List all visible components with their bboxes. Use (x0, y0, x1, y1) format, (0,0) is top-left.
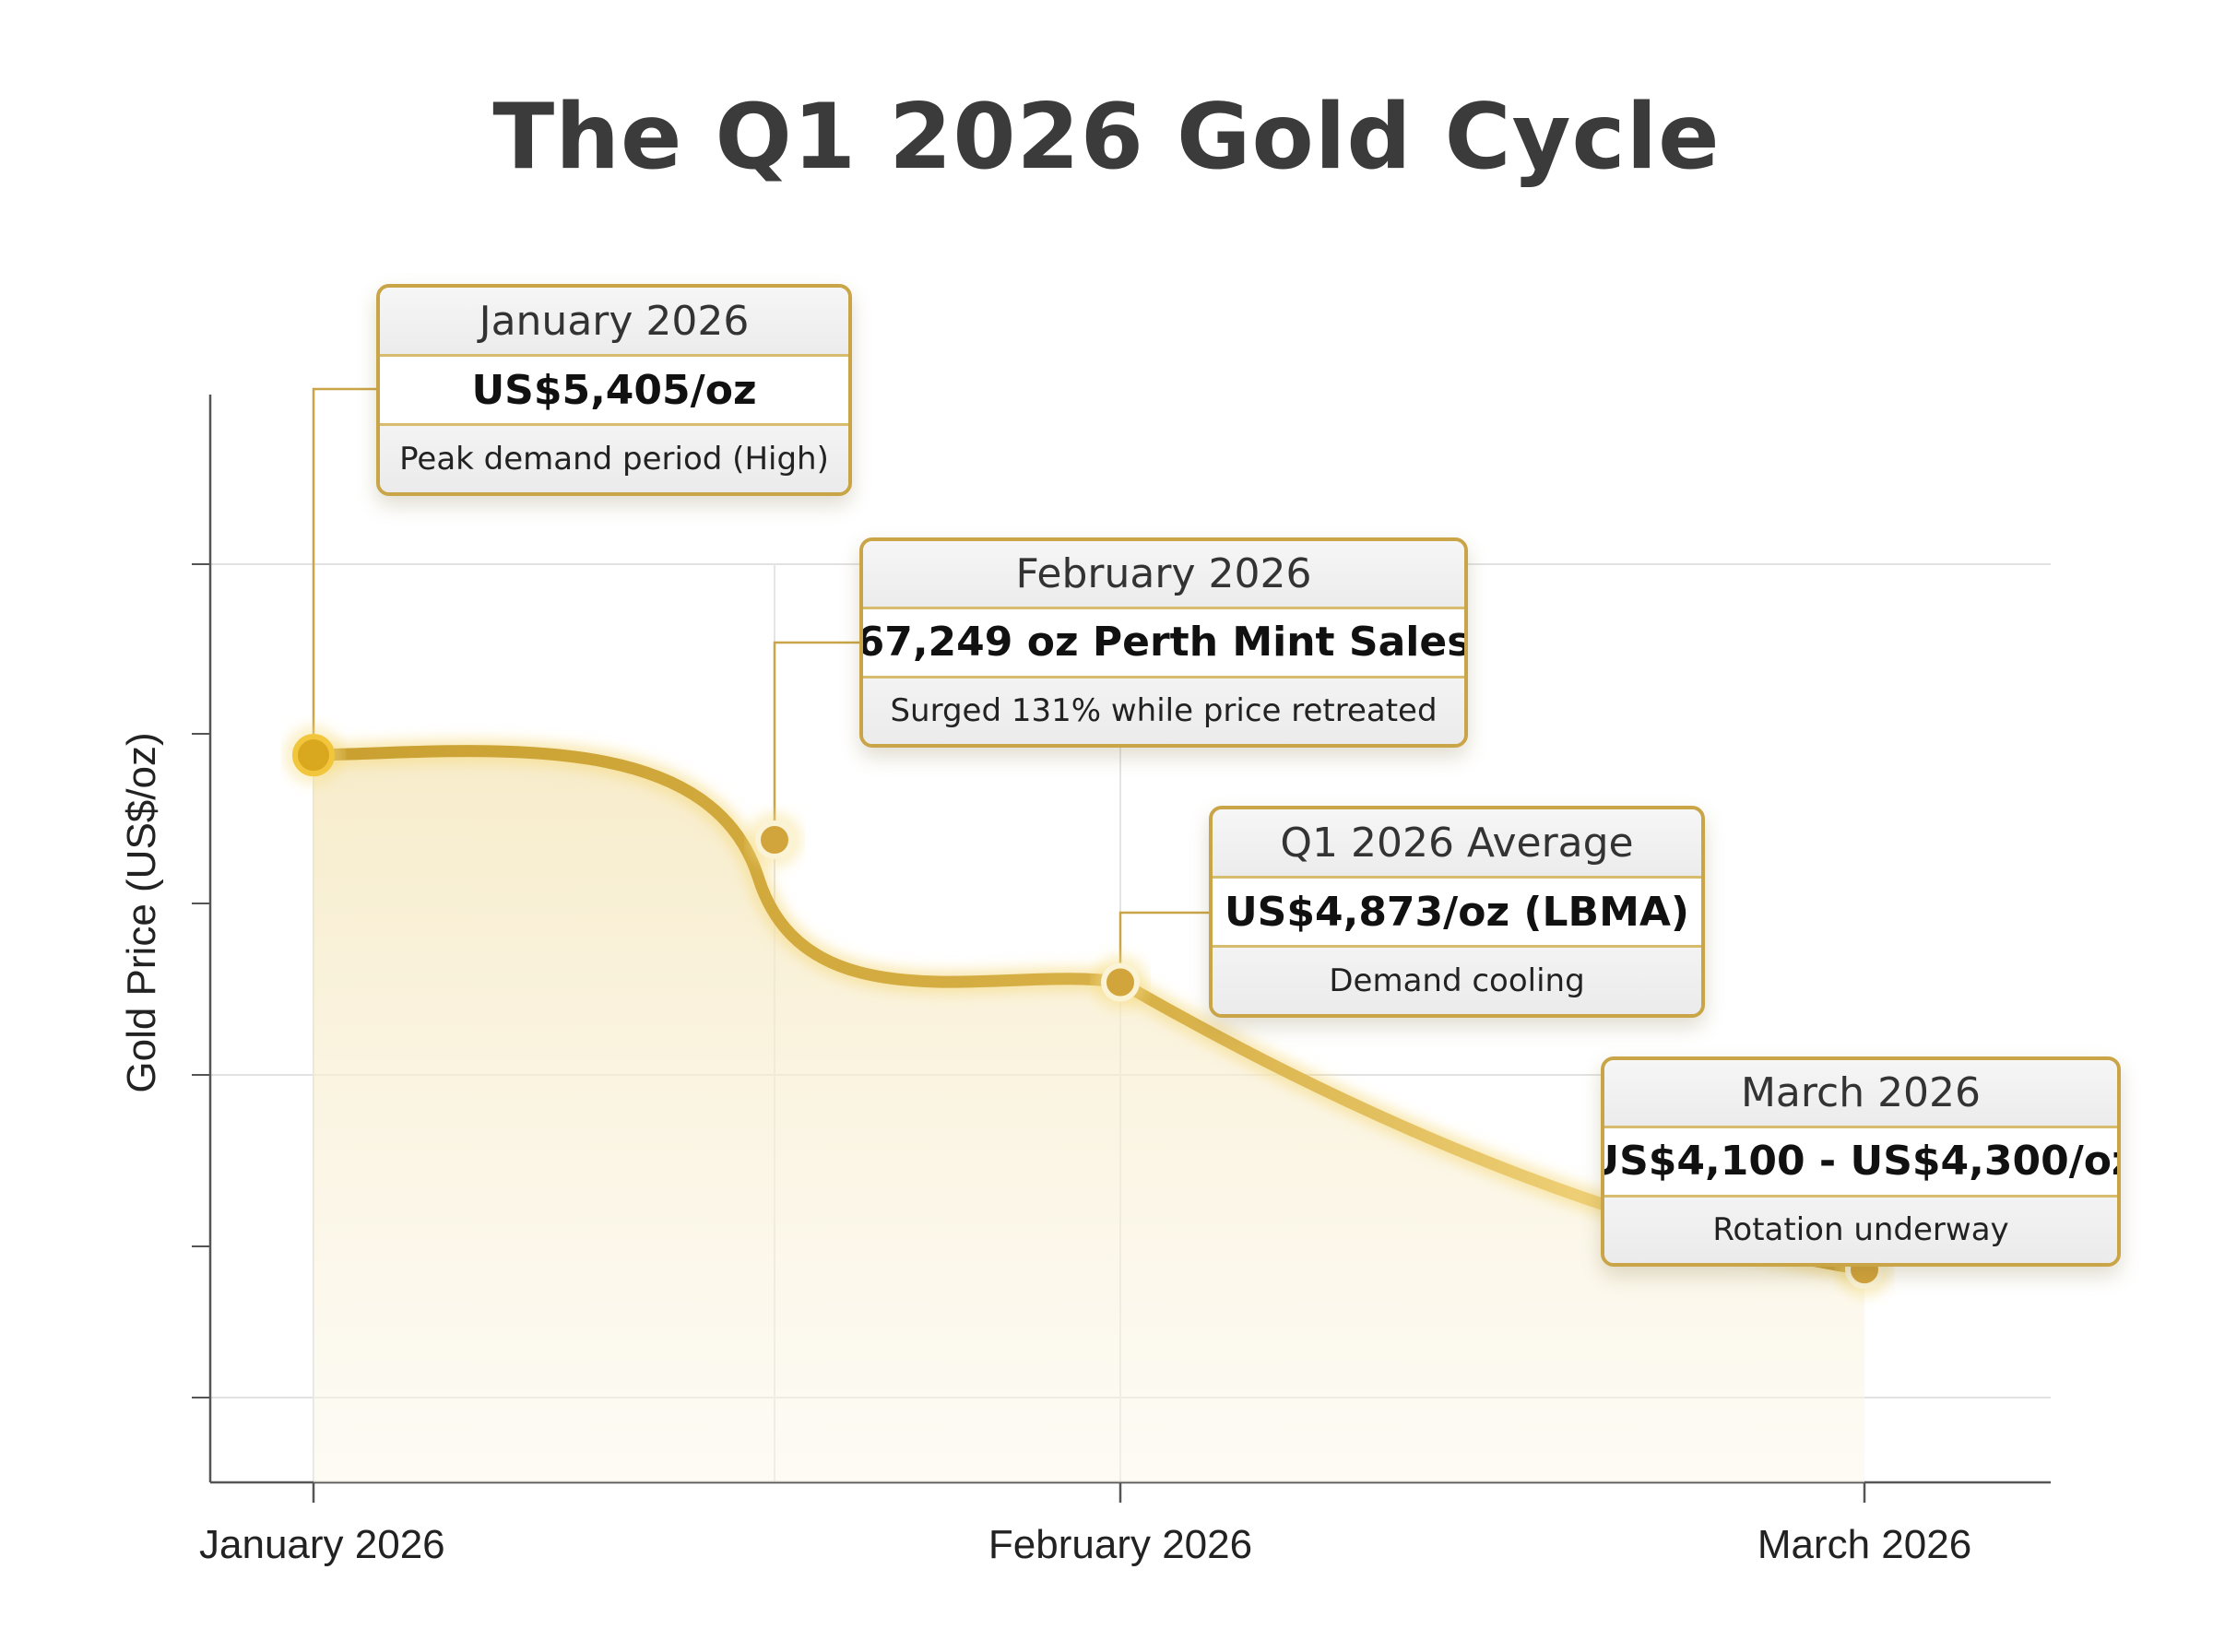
callout-value: US$4,100 - US$4,300/oz (1604, 1126, 2117, 1198)
callout-heading: January 2026 (380, 288, 848, 354)
data-point (292, 734, 335, 777)
chart-title: The Q1 2026 Gold Cycle (492, 85, 1721, 190)
y-axis-label: Gold Price (US$/oz) (119, 732, 164, 1092)
callout-note: Rotation underway (1604, 1197, 2117, 1263)
callout-february: February 2026 67,249 oz Perth Mint Sales… (859, 537, 1468, 748)
callout-january: January 2026 US$5,405/oz Peak demand per… (376, 284, 852, 496)
callout-note: Surged 131% while price retreated (863, 678, 1464, 744)
callout-value: US$5,405/oz (380, 354, 848, 426)
callout-leader (773, 641, 859, 821)
callout-heading: March 2026 (1604, 1060, 2117, 1127)
x-tick-label: January 2026 (199, 1522, 445, 1567)
callout-heading: February 2026 (863, 541, 1464, 608)
callout-leader (1118, 911, 1209, 964)
callout-value: US$4,873/oz (LBMA) (1213, 876, 1701, 948)
data-point (755, 820, 794, 859)
callout-value: 67,249 oz Perth Mint Sales (863, 607, 1464, 678)
area-fill (314, 750, 1864, 1482)
callout-note: Peak demand period (High) (380, 426, 848, 492)
callout-heading: Q1 2026 Average (1213, 809, 1701, 876)
data-point (1101, 962, 1140, 1002)
callout-leader (312, 387, 376, 736)
x-tick-label: March 2026 (1757, 1522, 1971, 1567)
callout-march: March 2026 US$4,100 - US$4,300/oz Rotati… (1601, 1056, 2121, 1267)
series-line (307, 745, 1871, 1276)
x-tick-label: February 2026 (988, 1522, 1252, 1567)
callout-note: Demand cooling (1213, 948, 1701, 1014)
callout-q1-average: Q1 2026 Average US$4,873/oz (LBMA) Deman… (1209, 806, 1705, 1018)
